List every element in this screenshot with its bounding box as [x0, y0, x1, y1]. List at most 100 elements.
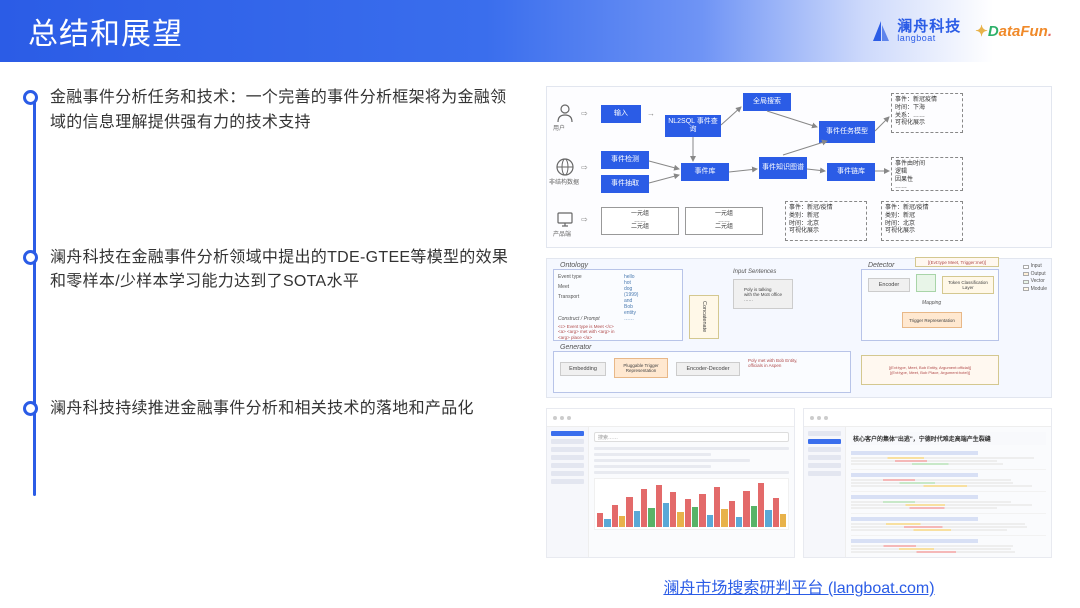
block-embedding: Embedding — [560, 362, 606, 376]
legend-item: Input — [1023, 263, 1047, 271]
chart-bar — [707, 515, 713, 527]
chart-bar — [619, 516, 625, 527]
block-trigrep: Trigger Representation — [902, 312, 962, 328]
chart-bar — [714, 487, 720, 527]
chart-bar — [685, 499, 691, 527]
result-item[interactable] — [851, 514, 1046, 536]
note-box-3b: 事件：新冠/疫情 类别：新冠 时间：北京 可视化展示 — [881, 201, 963, 241]
legend-item: Output — [1023, 271, 1047, 279]
window-titlebar — [547, 409, 794, 427]
architecture-diagram-2: InputOutputVectorModule Ontology Event t… — [546, 258, 1052, 398]
note-box-4: 事件由时间 逻辑 因果性 …… — [891, 157, 963, 191]
chart-bar — [699, 494, 705, 527]
chart-bar — [743, 491, 749, 527]
box-dbsearch: 全局搜索 — [743, 93, 791, 111]
box-chain: 事件链库 — [827, 163, 875, 181]
langboat-logo: 澜舟科技 langboat — [871, 19, 961, 43]
chart-bar — [721, 509, 727, 527]
bullet-text-2: 澜舟科技在金融事件分析领域中提出的TDE-GTEE等模型的效果和零样本/少样本学… — [50, 246, 516, 296]
chart-bar — [634, 511, 640, 527]
chart-bar — [656, 485, 662, 527]
screenshot-dashboard: 搜索…… — [546, 408, 795, 558]
output-struct: [(Evt:type, Meet, Bob Entity, Argument:o… — [861, 355, 999, 385]
d2-text: Mapping — [922, 300, 941, 306]
d2-text: Poly met with Bob Entity, officials in A… — [748, 358, 797, 369]
result-item[interactable] — [851, 492, 1046, 514]
chart-bar — [773, 498, 779, 527]
box-nl2sql: NL2SQL 事件查询 — [665, 115, 721, 137]
timeline-line — [33, 94, 36, 496]
bullet-text-1: 金融事件分析任务和技术：一个完善的事件分析框架将为金融领域的信息理解提供强有力的… — [50, 86, 516, 136]
result-item[interactable] — [851, 448, 1046, 470]
bullet-item-2: 澜舟科技在金融事件分析领域中提出的TDE-GTEE等模型的效果和零样本/少样本学… — [50, 246, 516, 296]
chart-bar — [736, 517, 742, 527]
block-concat: Concatenate — [689, 295, 719, 339]
chart-bar — [692, 507, 698, 527]
arrow-icon: ⇨ — [581, 163, 588, 172]
block-green-stack — [916, 274, 936, 292]
search-input[interactable]: 搜索…… — [594, 432, 789, 442]
chart-bar — [604, 519, 610, 527]
chart-bar — [758, 483, 764, 527]
box-graph: 事件知识图谱 — [759, 157, 807, 179]
datafun-logo: ✦DataFun. — [975, 22, 1052, 40]
bullet-text-3: 澜舟科技持续推进金融事件分析和相关技术的落地和产品化 — [50, 397, 516, 422]
article-heading: 核心客户的集体"出逃"，宁德时代难走高端产生裂缝 — [851, 432, 1046, 445]
bullet-dot-icon — [23, 250, 38, 265]
d2-text: hello hot dog (1999) and Bob entity …… — [624, 274, 638, 322]
box-detect: 事件检测 — [601, 151, 649, 169]
d2-text: Construct / Prompt — [558, 316, 600, 322]
d2-text: <c> Event type is Meet </c> <a> <arg> me… — [558, 324, 615, 340]
bullet-dot-icon — [23, 90, 38, 105]
screenshot-article: 核心客户的集体"出逃"，宁德时代难走高端产生裂缝 — [803, 408, 1052, 558]
region-label: Detector — [866, 262, 896, 269]
chart-bar — [677, 512, 683, 527]
chart-bar — [765, 510, 771, 527]
slide-header: 总结和展望 澜舟科技 langboat ✦DataFun. — [0, 0, 1080, 62]
footer-link[interactable]: 澜舟市场搜索研判平台 (langboat.com) — [546, 574, 1052, 598]
d2-text: Event type — [558, 274, 582, 280]
figure-column: 用户 非结构数据 产品端 ⇨ 输入 → NL2SQL 事件查询 全局搜索 ⇨ 事… — [516, 86, 1052, 608]
note-box-3: 事件：新冠/疫情 类别：新冠 时间：北京 可视化展示 — [785, 201, 867, 241]
sidebar — [804, 427, 846, 557]
user-label: 用户 — [553, 123, 565, 132]
result-item[interactable] — [851, 470, 1046, 492]
chart-bar — [626, 497, 632, 527]
arrow-icon: ⇨ — [581, 215, 588, 224]
chart-bar — [670, 492, 676, 527]
bullet-item-3: 澜舟科技持续推进金融事件分析和相关技术的落地和产品化 — [50, 397, 516, 422]
region-generator: Generator Embedding Pluggable Trigger Re… — [553, 351, 851, 393]
diagram-2-legend: InputOutputVectorModule — [1023, 263, 1047, 293]
bullet-column: 金融事件分析任务和技术：一个完善的事件分析框架将为金融领域的信息理解提供强有力的… — [28, 86, 516, 608]
chart-bar — [612, 505, 618, 527]
block-encoder: Encoder — [868, 278, 910, 292]
block-tokenclass: Token Classification Layer — [942, 276, 994, 294]
langboat-en: langboat — [897, 34, 961, 43]
bar-chart — [594, 478, 789, 530]
box-input: 输入 — [601, 105, 641, 123]
screenshots-row: 搜索…… — [546, 408, 1052, 558]
chart-bar — [751, 506, 757, 527]
d2-text: Meet — [558, 284, 569, 290]
chart-bar — [641, 489, 647, 527]
chart-bar — [597, 513, 603, 527]
region-label: Generator — [558, 344, 594, 351]
chart-bar — [780, 514, 786, 527]
header-logos: 澜舟科技 langboat ✦DataFun. — [871, 19, 1052, 43]
box-extract: 事件抽取 — [601, 175, 649, 193]
note-box-2b: 一元组 …… 二元组 — [685, 207, 763, 235]
region-detector: Detector Encoder Token Classification La… — [861, 269, 999, 341]
sidebar — [547, 427, 589, 557]
arrow-icon: → — [647, 109, 655, 118]
langboat-cn: 澜舟科技 — [897, 19, 961, 34]
arrow-icon: ⇨ — [581, 109, 588, 118]
note-box-1: 事件：新冠疫情 时间：下海 关系：…… 可视化展示 — [891, 93, 963, 133]
block-encdec: Encoder-Decoder — [676, 362, 740, 376]
region-label: Ontology — [558, 262, 590, 269]
block-plugtrig: Pluggable Trigger Representation — [614, 358, 668, 378]
chart-bar — [663, 503, 669, 527]
result-item[interactable] — [851, 536, 1046, 558]
box-app: 事件任务模型 — [819, 121, 875, 143]
legend-item: Vector — [1023, 278, 1047, 286]
chart-bar — [648, 508, 654, 527]
